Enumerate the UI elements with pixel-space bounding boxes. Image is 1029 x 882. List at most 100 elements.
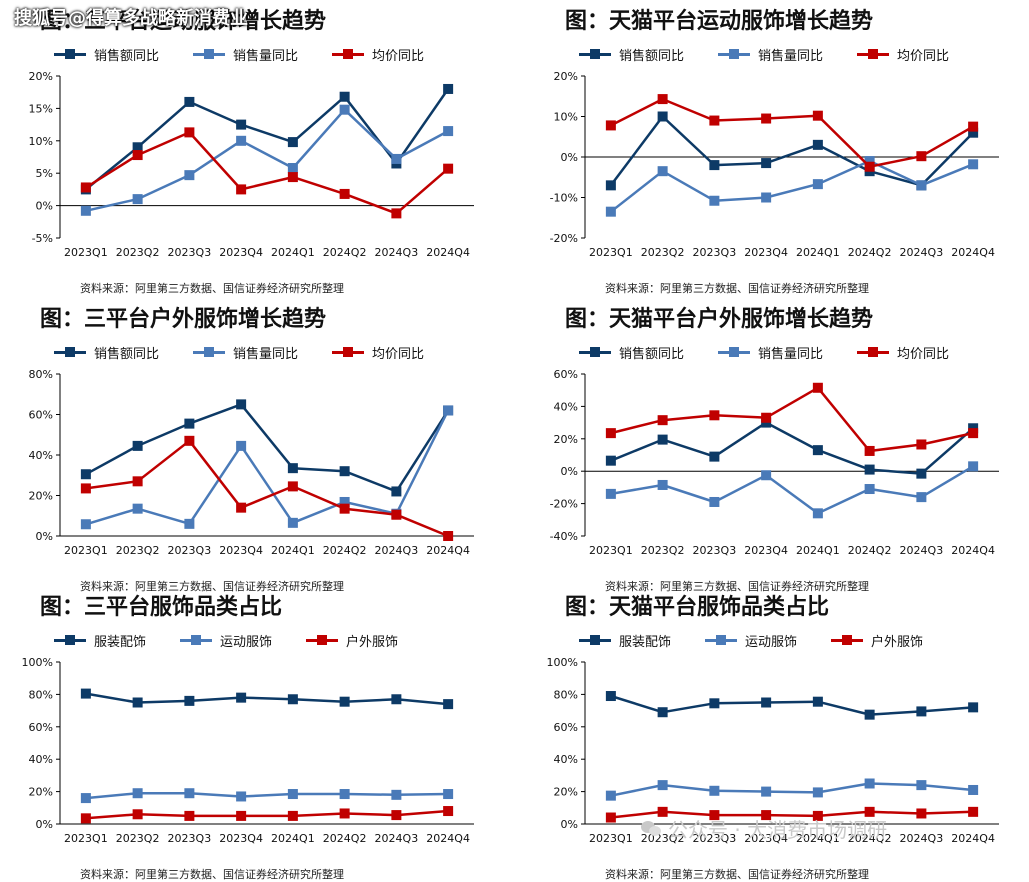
x-tick-label: 2023Q4	[219, 246, 263, 259]
y-tick-label: 0%	[36, 818, 53, 831]
series-point	[287, 172, 298, 183]
series-point	[605, 180, 616, 191]
series-point	[916, 180, 927, 191]
y-tick-label: -20%	[550, 232, 578, 245]
series-point	[968, 428, 979, 439]
series-line	[85, 692, 449, 706]
y-tick-label: 20%	[29, 490, 53, 503]
legend-item: 销售额同比	[54, 343, 159, 362]
series-point	[339, 104, 350, 115]
x-tick-label: 2024Q2	[323, 832, 367, 845]
legend-label: 户外服饰	[346, 634, 399, 650]
series-line	[610, 159, 974, 213]
chart-panel-sports-tmall: 图：天猫平台运动服饰增长趋势 销售额同比 销售量同比 均价同比 -20% -10% 0%…	[550, 4, 1029, 295]
legend-label: 服装配饰	[619, 634, 672, 650]
legend-swatch	[831, 634, 864, 646]
y-tick-label: 10%	[554, 111, 578, 124]
x-tick-label: 2024Q3	[375, 544, 419, 557]
x-tick-label: 2024Q1	[271, 544, 315, 557]
x-tick-label: 2023Q1	[64, 544, 108, 557]
x-tick-label: 2024Q1	[271, 246, 315, 259]
series-point	[443, 531, 454, 541]
y-tick-label: 20%	[554, 70, 578, 83]
legend-marker	[191, 635, 202, 645]
series-point	[761, 158, 772, 169]
series-point	[287, 517, 298, 528]
legend-item: 均价同比	[857, 343, 949, 362]
series-point	[443, 806, 454, 817]
legend-swatch	[718, 346, 751, 358]
x-tick-label: 2023Q3	[693, 832, 737, 845]
legend-item: 户外服饰	[306, 631, 398, 650]
series-point	[657, 415, 668, 426]
series-point	[287, 789, 298, 800]
series-point	[184, 435, 195, 446]
series-point	[80, 205, 91, 216]
legend-item: 户外服饰	[831, 631, 923, 650]
series-point	[184, 96, 195, 107]
legend-item: 销售量同比	[193, 343, 298, 362]
legend-label: 销售额同比	[619, 346, 685, 362]
y-tick-label: 40%	[554, 753, 578, 766]
series-line	[85, 409, 450, 526]
chart-source: 资料来源：阿里第三方数据、国信证券经济研究所整理	[80, 282, 344, 295]
series-point	[184, 127, 195, 138]
series-point	[709, 810, 720, 821]
series-point	[916, 151, 927, 162]
series-point	[236, 502, 247, 513]
series-point	[657, 780, 668, 791]
series-line	[85, 403, 450, 493]
x-tick-label: 2024Q1	[271, 832, 315, 845]
legend-swatch	[579, 48, 611, 60]
legend-marker	[729, 49, 740, 59]
series-point	[80, 688, 91, 699]
y-tick-label: 0%	[561, 465, 578, 478]
y-tick-label: -40%	[550, 530, 578, 543]
legend-item: 销售量同比	[718, 343, 823, 362]
legend-swatch	[54, 346, 86, 358]
x-tick-label: 2024Q4	[426, 832, 470, 845]
chart-panel-outdoor-three-platforms: 图：三平台户外服饰增长趋势 销售额同比 销售量同比 均价同比 0% 20% 40% 60%…	[29, 302, 530, 593]
y-tick-label: 60%	[29, 409, 53, 422]
series-point	[132, 788, 143, 799]
x-tick-label: 2024Q4	[951, 832, 995, 845]
series-point	[657, 806, 668, 817]
series-point	[968, 121, 979, 132]
legend-swatch	[857, 346, 890, 358]
series-point	[132, 142, 143, 153]
chart-legend: 销售额同比 销售量同比 均价同比	[579, 44, 949, 64]
x-tick-label: 2024Q3	[900, 246, 944, 259]
series-point	[864, 484, 875, 495]
series-point	[709, 410, 720, 421]
y-tick-label: 0%	[36, 530, 53, 543]
legend-item: 运动服饰	[180, 631, 272, 650]
legend-marker	[590, 635, 600, 645]
legend-swatch	[180, 634, 213, 646]
y-tick-label: 20%	[29, 786, 53, 799]
series-point	[812, 787, 823, 798]
x-tick-label: 2024Q2	[848, 544, 892, 557]
x-tick-label: 2024Q4	[426, 544, 470, 557]
series-point	[184, 810, 195, 821]
series-line	[85, 108, 449, 213]
line-chart: 0% 20% 40% 60% 80% 100% 2023Q1 2023Q2 2023Q3 2023…	[547, 656, 999, 845]
chart-source: 资料来源：阿里第三方数据、国信证券经济研究所整理	[605, 282, 869, 295]
series-point	[864, 445, 875, 456]
series-line	[85, 88, 450, 191]
series-point	[80, 519, 91, 530]
series-point	[916, 468, 927, 479]
series-point	[443, 83, 454, 94]
series-point	[132, 697, 143, 708]
series-point	[657, 94, 668, 105]
series-point	[761, 113, 772, 124]
series-point	[236, 810, 247, 821]
series-point	[812, 810, 823, 821]
series-point	[391, 509, 402, 520]
series-point	[709, 785, 720, 796]
y-tick-label: 80%	[29, 368, 53, 381]
legend-marker	[842, 635, 853, 645]
series-line	[609, 115, 974, 187]
legend-label: 销售额同比	[94, 346, 160, 362]
chart-title: 图：三平台户外服饰增长趋势	[40, 307, 327, 332]
y-tick-label: 100%	[22, 656, 53, 669]
